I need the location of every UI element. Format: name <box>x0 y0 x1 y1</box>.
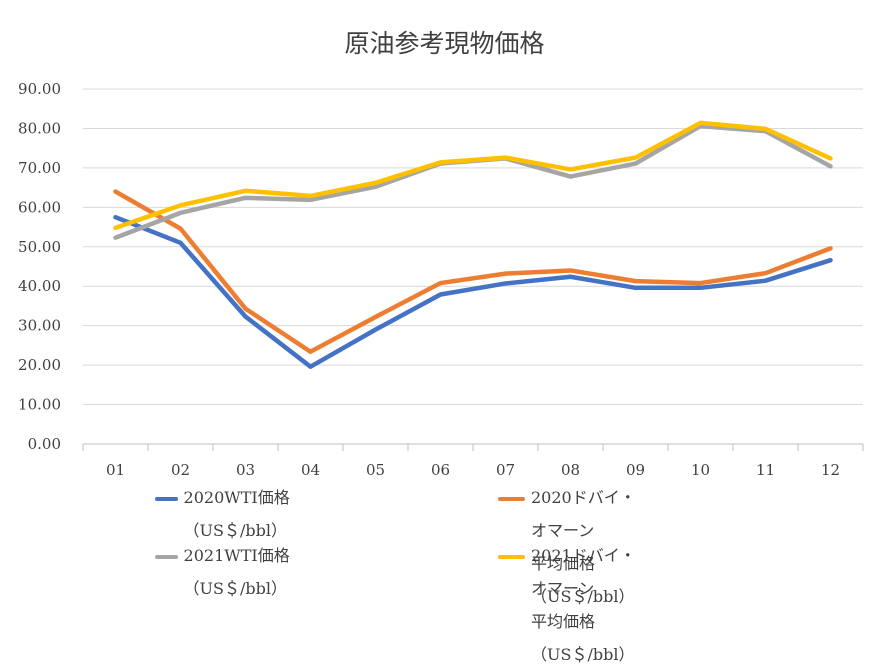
line-chart: 0.00 10.00 20.00 30.00 40.00 50.00 60.00 70.00 8… <box>18 80 864 479</box>
legend-swatch <box>498 497 525 501</box>
legend-swatch <box>155 555 178 559</box>
y-tick-label: 80.00 <box>18 119 61 137</box>
series-line-2 <box>113 189 833 354</box>
legend-item: 2021ドバイ・オマーン 平均価格 （US＄/bbl） <box>498 546 647 671</box>
y-axis: 0.00 10.00 20.00 30.00 40.00 50.00 60.00 70.00 8… <box>18 80 61 453</box>
y-tick-label: 30.00 <box>18 317 61 335</box>
y-tick-label: 20.00 <box>18 356 61 374</box>
x-tick-label: 10 <box>691 461 710 479</box>
y-tick-label: 90.00 <box>18 80 61 98</box>
legend-label: 2021ドバイ・オマーン 平均価格 （US＄/bbl） <box>531 546 636 664</box>
y-tick-label: 40.00 <box>18 277 61 295</box>
x-axis: 01 02 03 04 05 06 07 08 09 10 11 12 <box>82 444 864 479</box>
x-tick-label: 03 <box>236 461 255 479</box>
x-tick-label: 08 <box>561 461 580 479</box>
x-tick-label: 09 <box>626 461 645 479</box>
x-tick-label: 12 <box>821 461 840 479</box>
series-lines <box>113 120 833 369</box>
x-tick-label: 05 <box>366 461 385 479</box>
x-tick-label: 07 <box>496 461 515 479</box>
y-tick-label: 60.00 <box>18 198 61 216</box>
series-line-3 <box>113 123 833 240</box>
y-tick-label: 70.00 <box>18 159 61 177</box>
grid-lines <box>83 88 863 445</box>
x-tick-label: 02 <box>171 461 190 479</box>
y-tick-label: 0.00 <box>28 435 61 453</box>
legend-swatch <box>498 555 525 559</box>
y-tick-label: 10.00 <box>18 396 61 414</box>
legend-item: 2020WTI価格 （US＄/bbl） <box>155 488 304 547</box>
series-line-1 <box>113 214 833 369</box>
legend-swatch <box>155 497 178 501</box>
x-tick-label: 01 <box>106 461 125 479</box>
legend-label: 2020WTI価格 （US＄/bbl） <box>183 488 290 540</box>
x-tick-label: 11 <box>756 461 775 479</box>
chart-title: 原油参考現物価格 <box>344 29 545 58</box>
legend-label: 2021WTI価格 （US＄/bbl） <box>183 546 290 598</box>
series-line-4 <box>113 120 833 231</box>
y-tick-label: 50.00 <box>18 238 61 256</box>
x-tick-label: 06 <box>431 461 450 479</box>
legend-item: 2021WTI価格 （US＄/bbl） <box>155 546 304 605</box>
x-tick-label: 04 <box>301 461 320 479</box>
